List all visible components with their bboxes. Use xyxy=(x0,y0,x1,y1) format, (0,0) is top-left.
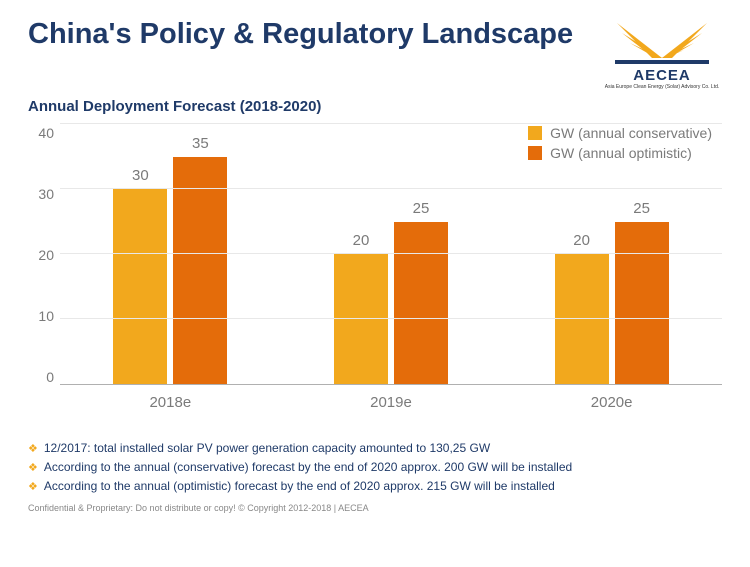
sun-rays-icon xyxy=(612,18,712,64)
logo-tagline: Asia Europe Clean Energy (Solar) Advisor… xyxy=(602,84,722,90)
bar: 30 xyxy=(113,189,167,384)
grid-line xyxy=(60,123,722,124)
bar-value-label: 20 xyxy=(555,232,609,249)
diamond-bullet-icon: ❖ xyxy=(28,441,38,457)
bar-value-label: 25 xyxy=(394,200,448,217)
bar-value-label: 25 xyxy=(615,200,669,217)
grid-line xyxy=(60,188,722,189)
xtick: 2019e xyxy=(370,394,412,411)
y-axis: 40 30 20 10 0 xyxy=(28,125,60,385)
ytick: 40 xyxy=(38,125,54,141)
ytick: 30 xyxy=(38,186,54,202)
bar-group: 3035 xyxy=(113,157,227,385)
grid-line xyxy=(60,253,722,254)
bar-group: 2025 xyxy=(555,222,669,385)
chart-subtitle: Annual Deployment Forecast (2018-2020) xyxy=(28,98,722,115)
chart: 40 30 20 10 0 GW (annual conservative) G… xyxy=(28,125,722,435)
note-text: According to the annual (optimistic) for… xyxy=(44,479,555,493)
logo: AECEA Asia Europe Clean Energy (Solar) A… xyxy=(602,18,722,90)
plot-area: GW (annual conservative) GW (annual opti… xyxy=(60,125,722,385)
notes: ❖ 12/2017: total installed solar PV powe… xyxy=(28,441,722,495)
note-item: ❖ 12/2017: total installed solar PV powe… xyxy=(28,441,722,457)
header: China's Policy & Regulatory Landscape AE… xyxy=(28,18,722,90)
bar-group: 2025 xyxy=(334,222,448,385)
diamond-bullet-icon: ❖ xyxy=(28,460,38,476)
logo-name: AECEA xyxy=(602,67,722,84)
bar: 20 xyxy=(555,254,609,384)
diamond-bullet-icon: ❖ xyxy=(28,479,38,495)
note-text: According to the annual (conservative) f… xyxy=(44,460,572,474)
ytick: 0 xyxy=(46,369,54,385)
bar: 35 xyxy=(173,157,227,385)
bar-value-label: 35 xyxy=(173,135,227,152)
bar-value-label: 20 xyxy=(334,232,388,249)
note-text: 12/2017: total installed solar PV power … xyxy=(44,441,490,455)
bar: 25 xyxy=(394,222,448,385)
page-title: China's Policy & Regulatory Landscape xyxy=(28,18,573,51)
bar: 20 xyxy=(334,254,388,384)
x-axis: 2018e 2019e 2020e xyxy=(60,394,722,411)
bar: 25 xyxy=(615,222,669,385)
footer-text: Confidential & Proprietary: Do not distr… xyxy=(28,503,722,513)
ytick: 20 xyxy=(38,247,54,263)
xtick: 2020e xyxy=(591,394,633,411)
note-item: ❖ According to the annual (conservative)… xyxy=(28,460,722,476)
note-item: ❖ According to the annual (optimistic) f… xyxy=(28,479,722,495)
grid-line xyxy=(60,318,722,319)
xtick: 2018e xyxy=(149,394,191,411)
bar-value-label: 30 xyxy=(113,167,167,184)
ytick: 10 xyxy=(38,308,54,324)
